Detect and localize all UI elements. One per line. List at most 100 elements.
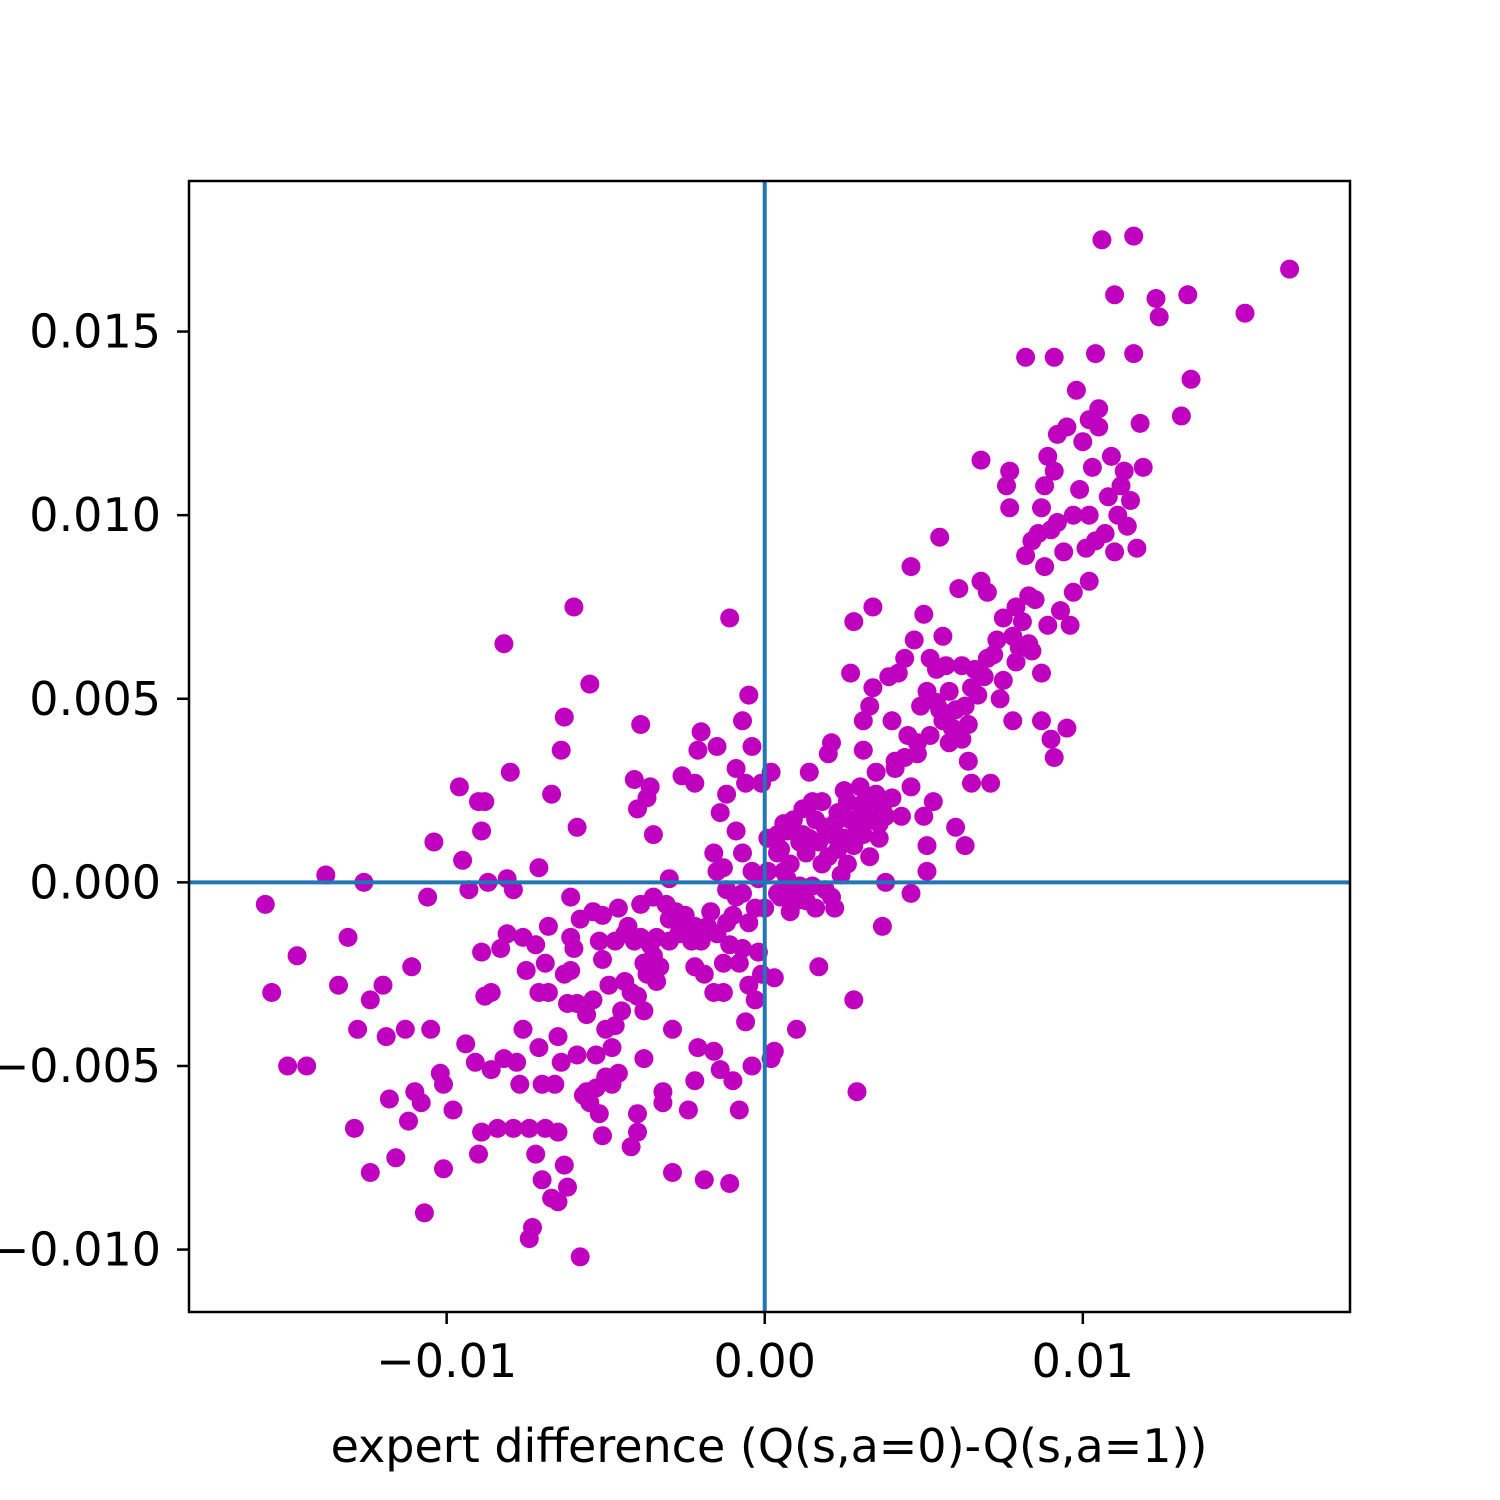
data-point-343 <box>962 773 981 793</box>
data-point-281 <box>853 740 873 760</box>
data-point-329 <box>933 626 953 646</box>
data-point-2 <box>278 1056 298 1076</box>
data-point-429 <box>1235 303 1255 323</box>
data-point-25 <box>424 832 444 852</box>
data-point-282 <box>853 825 873 845</box>
data-point-224 <box>764 968 784 988</box>
data-point-73 <box>542 784 562 804</box>
data-point-128 <box>628 1122 647 1142</box>
data-point-342 <box>958 751 978 771</box>
data-point-379 <box>1035 476 1055 496</box>
x-axis-ticks: −0.01 0.00 0.01 <box>376 1312 1134 1388</box>
data-point-389 <box>1051 601 1070 621</box>
data-point-43 <box>481 1060 501 1080</box>
data-point-170 <box>691 931 711 951</box>
data-point-409 <box>1095 524 1115 543</box>
data-point-175 <box>701 902 721 922</box>
data-point-124 <box>621 1137 641 1157</box>
data-point-173 <box>694 1170 714 1190</box>
data-point-415 <box>1111 476 1131 496</box>
data-point-377 <box>1032 498 1051 518</box>
y-tick-label: 0.005 <box>29 672 161 726</box>
data-point-317 <box>914 604 934 624</box>
data-point-77 <box>548 1192 568 1212</box>
data-point-235 <box>780 854 800 874</box>
data-point-385 <box>1044 748 1064 767</box>
data-point-83 <box>554 1155 574 1175</box>
data-point-418 <box>1121 491 1140 510</box>
data-point-134 <box>634 1001 654 1021</box>
data-point-143 <box>643 825 663 845</box>
data-point-386 <box>1044 347 1064 367</box>
data-point-119 <box>612 1001 632 1021</box>
data-point-210 <box>742 1056 762 1076</box>
data-point-349 <box>974 667 994 687</box>
data-point-79 <box>551 740 571 760</box>
data-point-311 <box>901 557 921 577</box>
x-tick-label: 0.00 <box>714 1334 816 1388</box>
data-point-97 <box>577 1005 597 1025</box>
data-point-298 <box>876 806 896 826</box>
data-point-238 <box>787 1019 806 1039</box>
data-point-139 <box>640 777 660 797</box>
data-point-320 <box>917 861 937 881</box>
data-point-38 <box>472 942 492 962</box>
data-point-100 <box>580 674 600 694</box>
data-point-304 <box>888 663 908 683</box>
data-point-315 <box>911 696 931 716</box>
data-point-55 <box>510 1074 530 1094</box>
data-point-276 <box>844 990 864 1010</box>
data-point-381 <box>1038 615 1058 635</box>
data-point-411 <box>1101 446 1121 466</box>
data-point-253 <box>809 957 829 977</box>
data-point-122 <box>618 916 638 936</box>
data-point-382 <box>1041 729 1061 749</box>
data-point-273 <box>841 663 861 683</box>
data-point-67 <box>532 1170 552 1190</box>
data-point-62 <box>526 1144 546 1164</box>
data-point-36 <box>469 1144 488 1164</box>
data-point-357 <box>993 670 1013 690</box>
data-point-368 <box>1016 546 1036 566</box>
data-point-130 <box>628 1104 647 1124</box>
data-point-348 <box>971 450 991 470</box>
data-point-395 <box>1063 505 1083 525</box>
data-point-64 <box>529 1038 549 1058</box>
y-tick-label: −0.005 <box>0 1039 161 1093</box>
data-point-32 <box>456 1034 476 1054</box>
data-point-39 <box>472 1122 492 1142</box>
x-tick-label: −0.01 <box>376 1334 517 1388</box>
data-point-206 <box>739 975 759 995</box>
data-point-37 <box>472 821 492 841</box>
data-point-58 <box>516 961 536 980</box>
data-point-93 <box>567 817 587 837</box>
data-point-7 <box>338 927 358 947</box>
data-point-146 <box>650 957 670 977</box>
data-point-27 <box>434 1159 453 1179</box>
data-point-21 <box>411 1093 431 1113</box>
data-point-301 <box>882 711 902 731</box>
data-point-109 <box>593 950 612 969</box>
data-point-209 <box>742 737 762 756</box>
data-point-49 <box>497 924 517 944</box>
data-point-427 <box>1178 285 1198 305</box>
data-point-425 <box>1149 307 1169 327</box>
data-point-65 <box>529 858 549 878</box>
data-point-428 <box>1181 369 1201 389</box>
data-point-184 <box>713 983 733 1002</box>
data-point-287 <box>860 847 880 867</box>
data-point-420 <box>1124 226 1144 246</box>
data-point-106 <box>589 1104 609 1124</box>
data-point-319 <box>917 836 937 856</box>
data-point-189 <box>717 784 737 804</box>
data-point-393 <box>1060 615 1080 635</box>
data-point-336 <box>949 579 969 599</box>
data-point-362 <box>1003 711 1023 731</box>
data-point-205 <box>736 1012 756 1032</box>
data-point-330 <box>936 656 956 676</box>
data-point-81 <box>554 707 574 727</box>
data-point-186 <box>713 953 733 973</box>
data-point-70 <box>535 953 555 973</box>
data-point-375 <box>1032 663 1051 683</box>
data-point-162 <box>678 1100 698 1120</box>
